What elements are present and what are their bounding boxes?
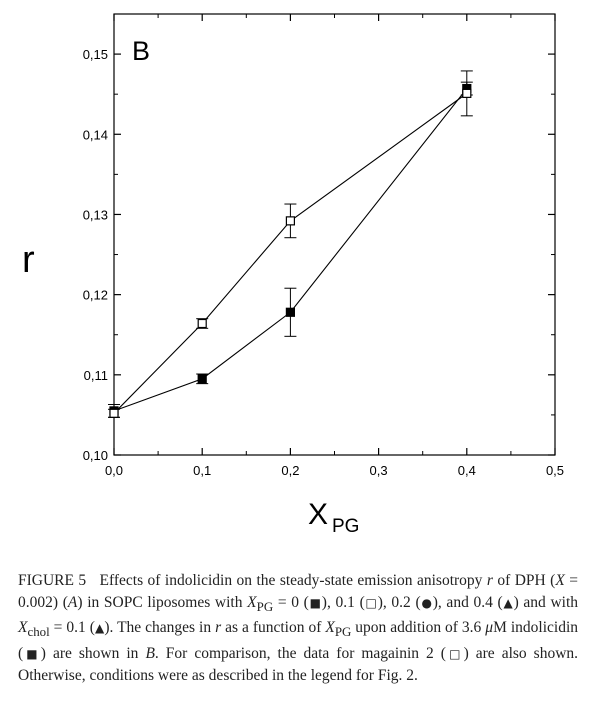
figure-caption: FIGURE 5 Effects of indolicidin on the s… bbox=[18, 570, 578, 687]
data-point-open-square bbox=[197, 318, 207, 329]
x-tick-label: 0,1 bbox=[193, 463, 211, 478]
caption-text: = 0.1 ( bbox=[49, 619, 95, 637]
caption-text: ) are also shown. Otherwise, conditions … bbox=[18, 644, 579, 685]
y-tick-label: 0,14 bbox=[83, 127, 108, 142]
caption-text: upon addition of 3.6 bbox=[351, 619, 486, 637]
caption-text: chol bbox=[27, 624, 50, 640]
caption-text: X bbox=[18, 619, 28, 637]
filled-square-symbol: ■ bbox=[23, 646, 41, 661]
caption-text: ) in SOPC liposomes with bbox=[77, 593, 248, 611]
caption-text: PG bbox=[334, 624, 352, 640]
x-axis-label-subscript: PG bbox=[332, 516, 359, 537]
x-tick-label: 0,2 bbox=[281, 463, 299, 478]
caption-text: = 0.002) ( bbox=[18, 572, 578, 611]
caption-text: = 0 ( bbox=[273, 593, 309, 611]
panel-label: B bbox=[132, 36, 150, 66]
data-point-filled-square bbox=[285, 307, 295, 317]
data-point-open-square bbox=[285, 216, 295, 226]
caption-text: A bbox=[67, 593, 78, 611]
x-tick-label: 0,5 bbox=[546, 463, 564, 478]
caption-text: 0.2 ( bbox=[391, 593, 421, 611]
caption-text: μ bbox=[485, 619, 494, 637]
y-axis: 0,10 0,11 0,12 0,13 0,14 0,15 bbox=[83, 47, 555, 463]
data-point-open-square bbox=[109, 408, 119, 418]
caption-text: X bbox=[247, 593, 257, 611]
x-tick-label: 0,3 bbox=[370, 463, 388, 478]
caption-text: X bbox=[555, 572, 565, 589]
caption-text: X bbox=[325, 619, 335, 637]
y-axis-label: r bbox=[22, 239, 35, 281]
open-square-symbol: □ bbox=[364, 595, 378, 610]
y-tick-label: 0,10 bbox=[83, 448, 108, 463]
x-axis: 0,0 0,1 0,2 0,3 0,4 0,5 bbox=[105, 14, 564, 478]
filled-circle-symbol: ● bbox=[420, 595, 433, 610]
chart: 0,10 0,11 0,12 0,13 0,14 0,15 0,0 0,1 0,2 0,3 0,4… bbox=[22, 13, 564, 537]
caption-text: r bbox=[486, 572, 493, 589]
x-tick-label: 0,4 bbox=[458, 463, 476, 478]
caption-text: Effects of indolicidin on the steady-sta… bbox=[99, 572, 483, 589]
y-tick-label: 0,12 bbox=[83, 288, 108, 303]
x-tick-label: 0,0 bbox=[105, 463, 123, 478]
caption-text: B bbox=[145, 644, 155, 662]
caption-text: as a function of bbox=[221, 619, 326, 637]
filled-square-symbol: ■ bbox=[308, 595, 322, 610]
series-line-filled-square bbox=[113, 88, 468, 412]
caption-text: . For comparison, the data for magainin … bbox=[154, 644, 446, 662]
y-tick-label: 0,15 bbox=[83, 47, 108, 62]
x-axis-label: X bbox=[308, 498, 328, 531]
plot-area bbox=[108, 70, 473, 418]
caption-text: ), bbox=[377, 593, 387, 611]
caption-text: ) are shown in bbox=[40, 644, 146, 662]
caption-text: ), 0.1 ( bbox=[321, 593, 365, 611]
filled-triangle-symbol: ▲ bbox=[502, 595, 514, 610]
caption-text: r bbox=[215, 619, 222, 637]
caption-text: ), and 0.4 ( bbox=[432, 593, 503, 611]
caption-text: PG bbox=[256, 598, 274, 614]
y-tick-label: 0,13 bbox=[83, 207, 108, 222]
data-point-open-square bbox=[462, 88, 472, 98]
data-point-filled-square bbox=[197, 374, 207, 384]
open-square-symbol: □ bbox=[445, 646, 464, 661]
plot-frame bbox=[113, 13, 556, 456]
caption-text: ). The changes in bbox=[104, 619, 216, 637]
caption-figure-label: FIGURE 5 bbox=[18, 572, 87, 589]
y-tick-label: 0,11 bbox=[84, 368, 108, 383]
caption-text: ) and with bbox=[513, 593, 579, 611]
caption-text: of DPH ( bbox=[492, 572, 556, 589]
filled-triangle-symbol: ▲ bbox=[94, 621, 105, 636]
series-line-open-square bbox=[113, 92, 468, 414]
caption-text: M indolicidin ( bbox=[18, 619, 578, 662]
